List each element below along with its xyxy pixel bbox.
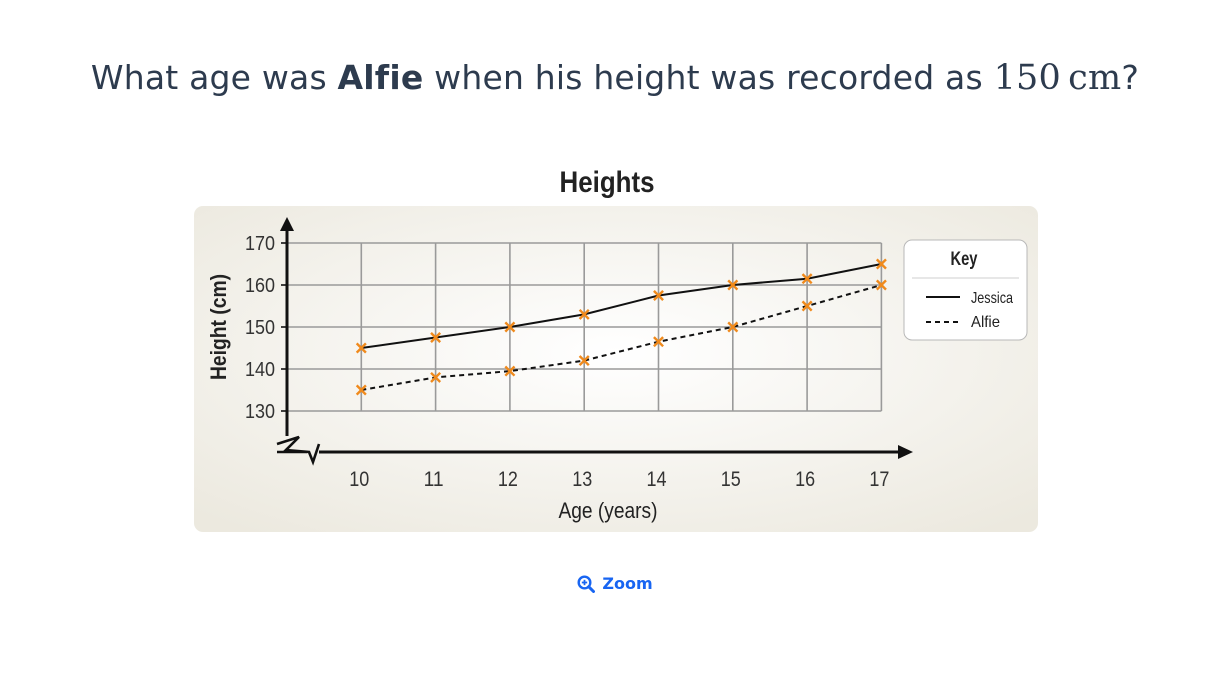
x-tick-label: 16 bbox=[795, 468, 815, 491]
cross-stroke bbox=[727, 321, 739, 333]
data-point-alfie bbox=[727, 321, 739, 333]
question-value: 150 bbox=[993, 58, 1061, 98]
legend-box bbox=[903, 239, 1028, 341]
question-text: What age was Alfie when his height was r… bbox=[0, 58, 1230, 98]
legend: Key Jessica Alfie bbox=[903, 239, 1028, 341]
data-point-alfie bbox=[653, 336, 664, 348]
cross-stroke bbox=[653, 290, 664, 301]
zoom-in-icon bbox=[577, 574, 596, 593]
zoom-link[interactable]: Zoom bbox=[0, 574, 1230, 597]
cross-stroke bbox=[430, 371, 442, 383]
legend-label-jessica: Jessica bbox=[971, 290, 1013, 307]
cross-stroke bbox=[801, 273, 813, 285]
y-tick-label: 160 bbox=[245, 275, 275, 297]
x-axis-label: Age (years) bbox=[559, 498, 658, 523]
question-middle: when his height was recorded as bbox=[423, 58, 994, 97]
data-point-jessica bbox=[578, 308, 590, 320]
data-point-jessica bbox=[355, 342, 367, 354]
y-axis-arrow bbox=[280, 217, 294, 231]
chart-series bbox=[361, 263, 882, 391]
cross-stroke bbox=[355, 384, 367, 396]
legend-title: Key bbox=[951, 249, 978, 270]
y-axis-label: Height (cm) bbox=[206, 274, 231, 380]
data-point-alfie bbox=[355, 384, 367, 396]
y-tick-label: 140 bbox=[245, 359, 275, 381]
data-point-alfie bbox=[578, 355, 590, 367]
zoom-label[interactable]: Zoom bbox=[602, 574, 653, 593]
series-line-jessica bbox=[361, 263, 882, 349]
x-tick-label: 13 bbox=[572, 468, 592, 491]
x-tick-label: 12 bbox=[498, 468, 518, 491]
cross-stroke bbox=[578, 308, 590, 320]
cross-stroke bbox=[430, 332, 442, 343]
cross-stroke bbox=[355, 342, 367, 354]
x-tick-label: 17 bbox=[869, 468, 889, 491]
data-point-jessica bbox=[653, 290, 664, 301]
data-point-alfie bbox=[430, 371, 442, 383]
x-axis-arrow bbox=[898, 445, 913, 459]
cross-stroke bbox=[875, 279, 887, 291]
y-tick-label: 170 bbox=[245, 233, 275, 255]
chart-axes bbox=[276, 217, 913, 466]
question-prefix: What age was bbox=[90, 58, 338, 97]
x-tick-label: 11 bbox=[424, 468, 444, 491]
chart-title: Heights bbox=[560, 166, 655, 199]
data-point-jessica bbox=[504, 321, 516, 333]
cross-stroke bbox=[504, 321, 516, 333]
legend-label-alfie: Alfie bbox=[971, 314, 1000, 331]
data-point-jessica bbox=[875, 258, 887, 270]
question-unit: cm bbox=[1068, 58, 1122, 98]
cross-stroke bbox=[727, 279, 739, 291]
chart-markers bbox=[355, 258, 887, 396]
question-name: Alfie bbox=[337, 58, 424, 97]
data-point-alfie bbox=[875, 279, 887, 291]
data-point-jessica bbox=[430, 332, 442, 343]
y-tick-label: 130 bbox=[245, 401, 275, 423]
x-tick-label: 15 bbox=[721, 468, 741, 491]
y-tick-label: 150 bbox=[245, 317, 275, 339]
series-line-alfie bbox=[361, 284, 882, 391]
question-suffix: ? bbox=[1121, 58, 1140, 97]
data-point-alfie bbox=[504, 365, 516, 377]
cross-stroke bbox=[578, 355, 590, 367]
cross-stroke bbox=[875, 258, 887, 270]
chart-tick-labels: 10 11 12 13 14 15 16 17 130 140 150 160 170 bbox=[245, 233, 889, 491]
data-point-jessica bbox=[727, 279, 739, 291]
x-tick-label: 10 bbox=[349, 468, 369, 491]
data-point-jessica bbox=[801, 273, 813, 285]
data-point-alfie bbox=[801, 300, 813, 312]
zoom-control[interactable]: Zoom bbox=[577, 574, 653, 593]
cross-stroke bbox=[653, 336, 664, 348]
cross-stroke bbox=[504, 365, 516, 377]
cross-stroke bbox=[801, 300, 813, 312]
x-tick-label: 14 bbox=[647, 468, 667, 491]
